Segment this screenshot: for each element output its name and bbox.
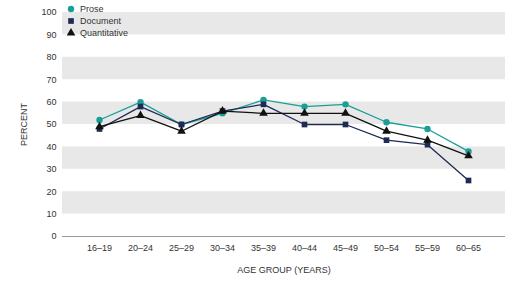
svg-text:AGE GROUP (YEARS): AGE GROUP (YEARS) — [237, 265, 330, 275]
svg-text:60: 60 — [46, 97, 56, 107]
svg-text:45–49: 45–49 — [333, 243, 358, 253]
svg-text:90: 90 — [46, 30, 56, 40]
svg-text:55–59: 55–59 — [415, 243, 440, 253]
svg-text:40: 40 — [46, 142, 56, 152]
svg-text:100: 100 — [41, 7, 56, 17]
html-text:Prose: Prose — [80, 4, 104, 14]
svg-text:70: 70 — [46, 75, 56, 85]
svg-text:80: 80 — [46, 52, 56, 62]
svg-text:30: 30 — [46, 164, 56, 174]
svg-text:35–39: 35–39 — [251, 243, 276, 253]
svg-text:60–65: 60–65 — [456, 243, 481, 253]
html-text:Quantitative: Quantitative — [80, 28, 128, 38]
svg-text:20–24: 20–24 — [128, 243, 153, 253]
svg-text:30–34: 30–34 — [210, 243, 235, 253]
svg-text:50: 50 — [46, 119, 56, 129]
svg-text:0: 0 — [51, 231, 56, 241]
svg-text:25–29: 25–29 — [169, 243, 194, 253]
svg-text:20: 20 — [46, 187, 56, 197]
html-text:Document: Document — [80, 16, 121, 26]
svg-text:PERCENT: PERCENT — [19, 103, 29, 147]
svg-text:16–19: 16–19 — [87, 243, 112, 253]
svg-text:50–54: 50–54 — [374, 243, 399, 253]
svg-text:40–44: 40–44 — [292, 243, 317, 253]
svg-text:10: 10 — [46, 209, 56, 219]
